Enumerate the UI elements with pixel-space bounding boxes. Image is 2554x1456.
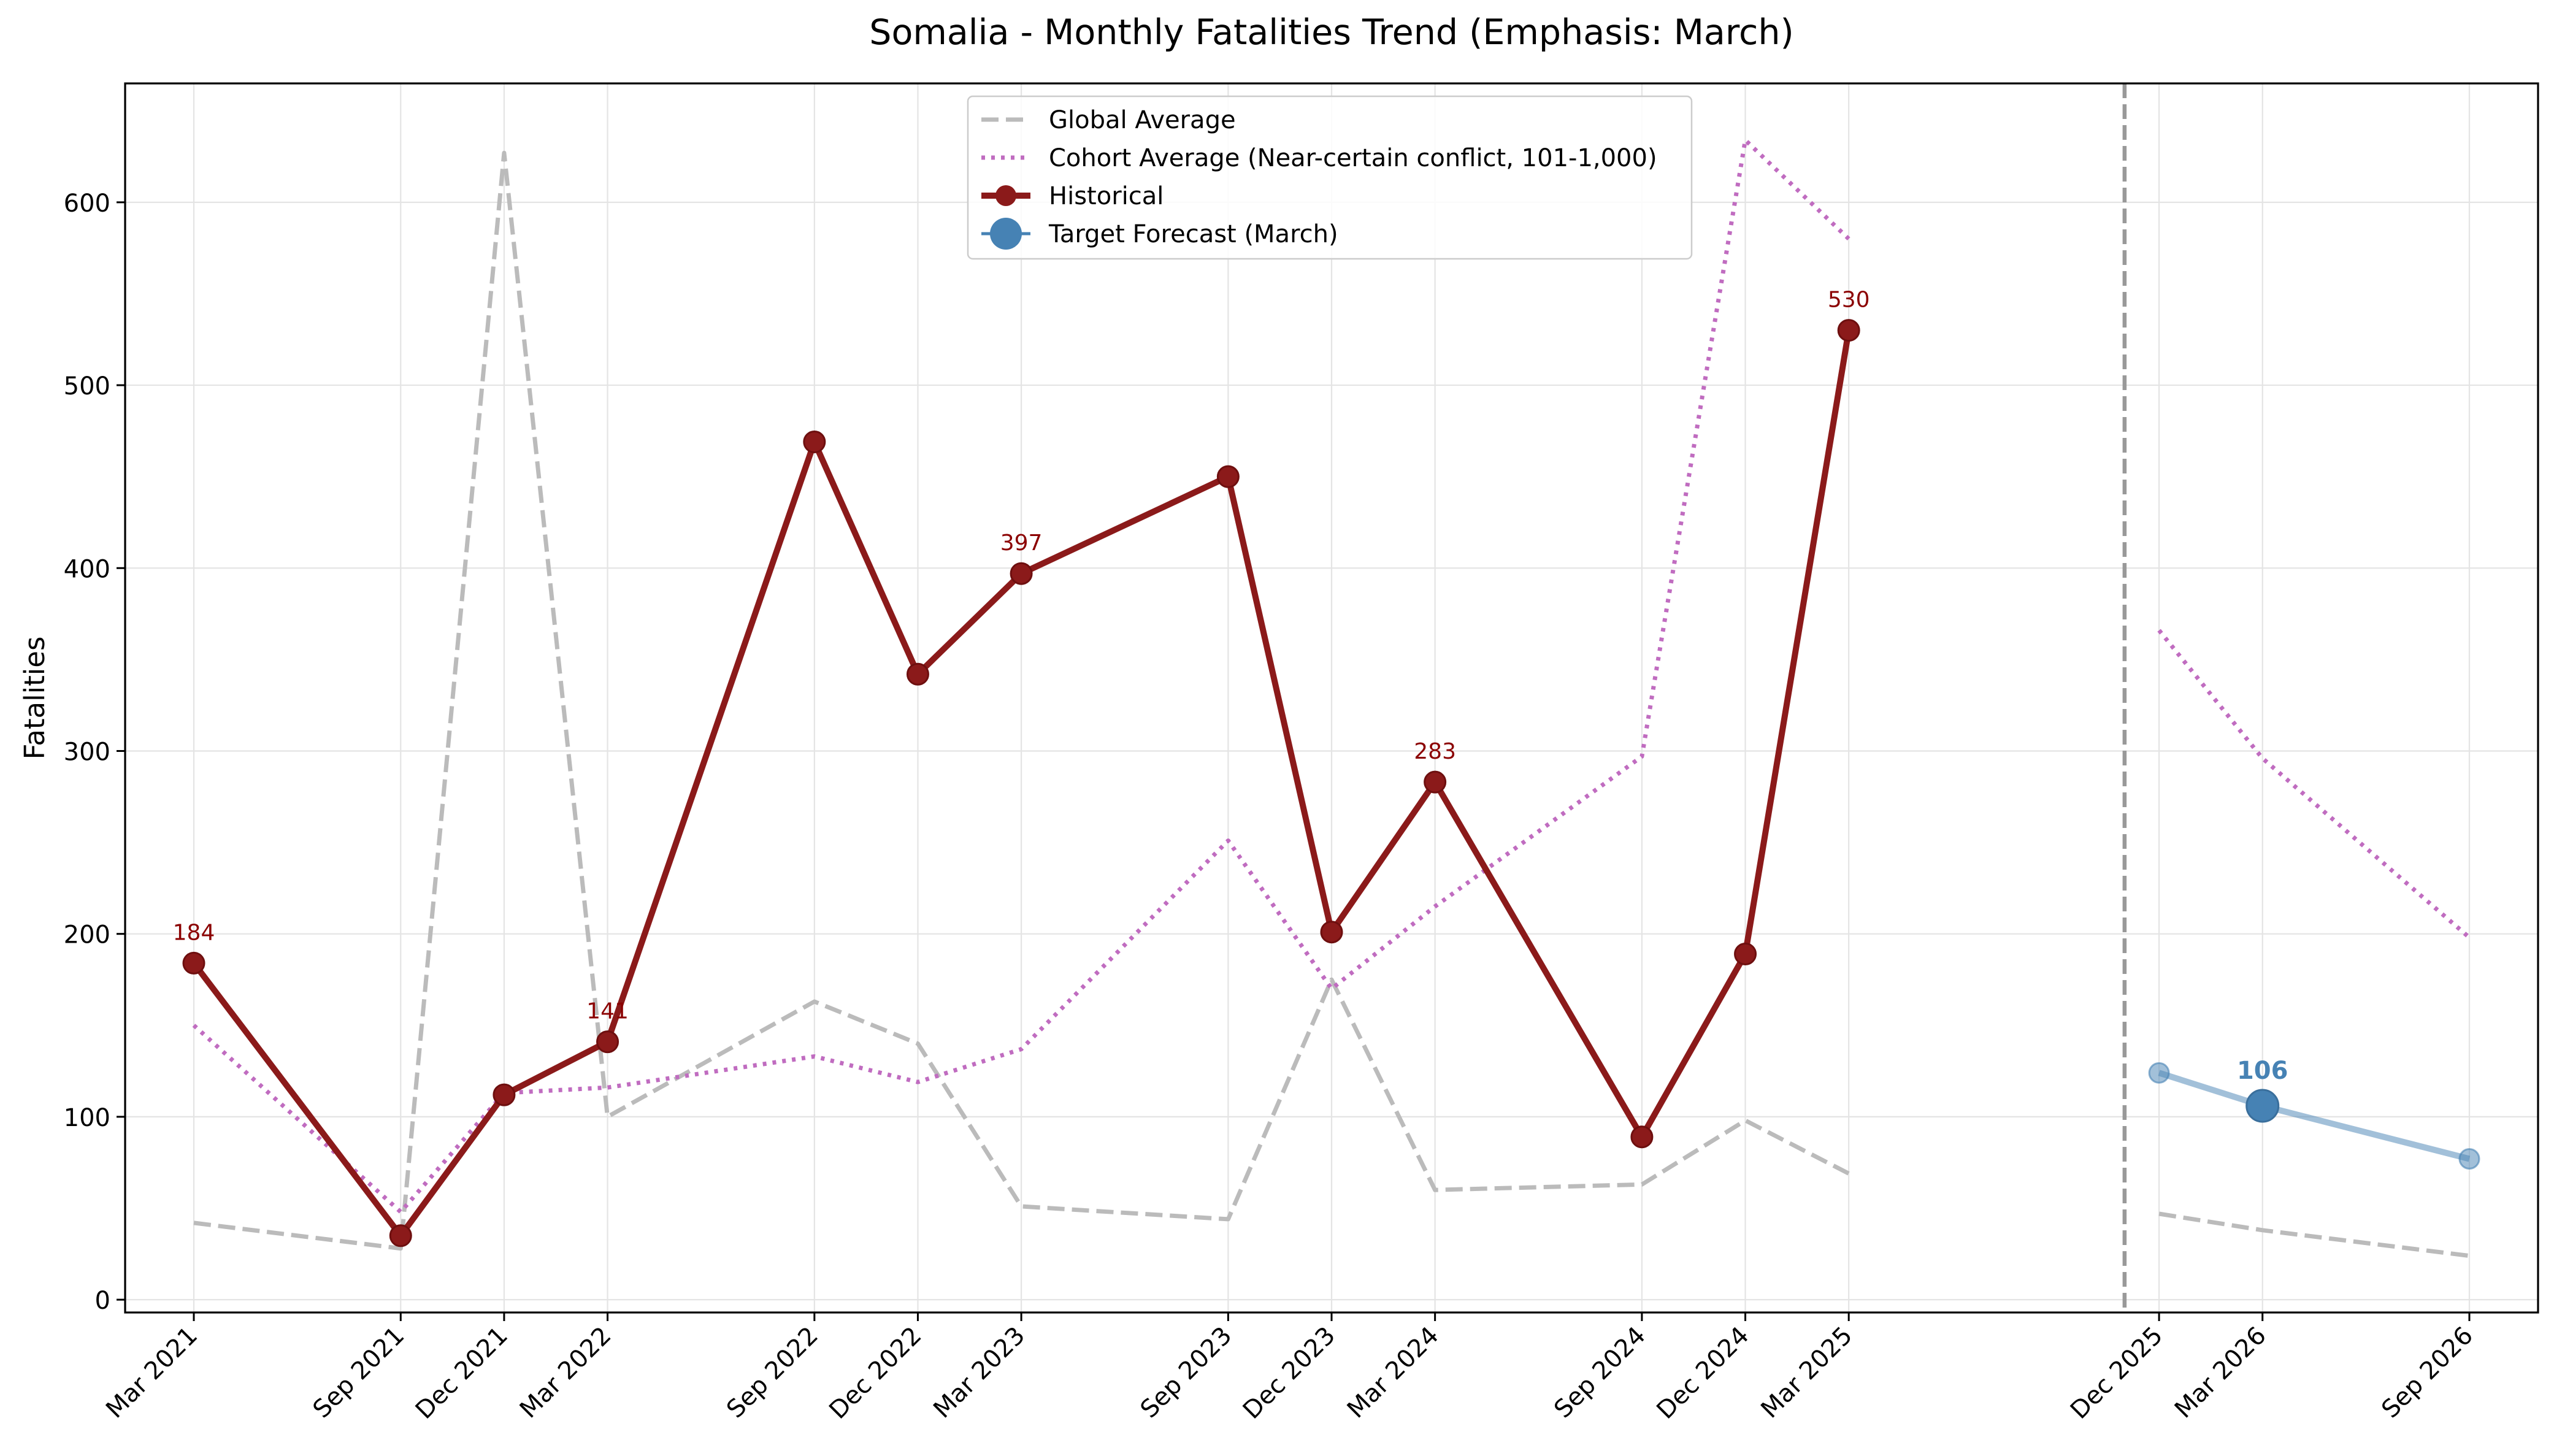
legend-label: Target Forecast (March) [1048, 220, 1338, 248]
y-tick-label: 500 [64, 372, 110, 400]
historical-value-label: 184 [173, 920, 215, 945]
historical-point [182, 951, 205, 975]
historical-point [389, 1224, 412, 1247]
historical-point [1734, 943, 1757, 965]
historical-point [1837, 319, 1860, 342]
historical-point [1320, 921, 1343, 944]
legend-label: Historical [1049, 182, 1164, 210]
y-tick-label: 0 [95, 1287, 110, 1315]
plot-area: 184 141 397 283 530 106 [173, 83, 2480, 1312]
historical-point [1424, 770, 1447, 794]
chart-title: Somalia - Monthly Fatalities Trend (Emph… [869, 12, 1793, 53]
cohort-average-line [192, 137, 1850, 1214]
historical-value-label: 283 [1414, 739, 1456, 764]
y-tick-label: 300 [64, 738, 110, 766]
legend-marker-historical [995, 185, 1016, 206]
historical-point [1010, 562, 1033, 585]
legend-label: Cohort Average (Near-certain conflict, 1… [1049, 144, 1657, 172]
forecast-point [2148, 1062, 2170, 1084]
global-average-line [2158, 1211, 2470, 1259]
historical-value-label: 530 [1828, 288, 1870, 313]
legend-box [967, 95, 1693, 260]
target-forecast-point [2245, 1089, 2280, 1123]
target-forecast-label: 106 [2237, 1057, 2288, 1085]
y-axis-label: Fatalities [18, 637, 51, 760]
y-tick-label: 400 [64, 555, 110, 583]
y-tick-label: 100 [64, 1104, 110, 1132]
historical-point [1216, 465, 1240, 488]
historical-point [803, 431, 826, 453]
historical-point [1630, 1125, 1654, 1149]
legend: Global Average Cohort Average (Near-certa… [967, 95, 1693, 260]
y-tick-label: 200 [64, 921, 110, 949]
historical-value-label: 141 [586, 999, 629, 1024]
cohort-average-line [2157, 629, 2471, 940]
legend-label: Global Average [1049, 106, 1236, 134]
forecast-point [2458, 1148, 2480, 1170]
global-average-line [193, 150, 1850, 1251]
historical-point [493, 1083, 516, 1106]
historical-point [596, 1030, 619, 1054]
y-tick-label: 600 [64, 190, 110, 218]
historical-value-label: 397 [1000, 531, 1043, 556]
legend-marker-target-forecast [990, 218, 1022, 250]
historical-point [906, 662, 929, 686]
